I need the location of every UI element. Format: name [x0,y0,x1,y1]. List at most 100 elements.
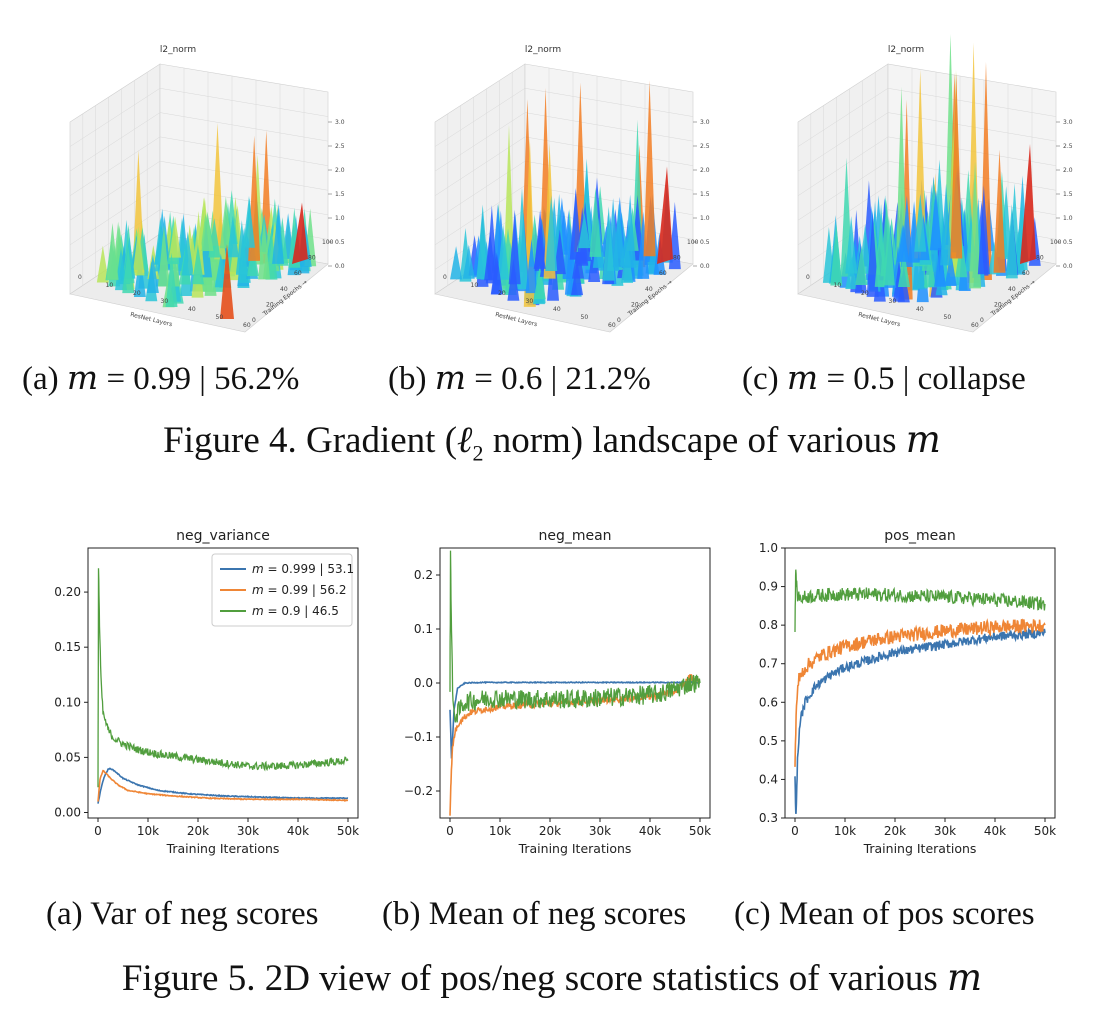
z-tick-label: 2.0 [700,167,710,174]
z-tick-label: 2.5 [1063,143,1073,150]
x-tick-label: 20k [187,824,209,838]
y-tick-label: 40 [280,286,288,293]
y-tick-label: 0.7 [759,657,778,671]
y-tick-label: 0.4 [759,772,778,786]
y-tick-label: 0.3 [759,811,778,825]
x-tick-label: 0 [791,824,799,838]
z-tick-label: 2.5 [700,143,710,150]
z-tick-label: 1.5 [1063,191,1073,198]
x-tick-label: 60 [971,322,979,329]
surface-mesh [822,34,1041,303]
series-line [449,550,701,723]
legend-entry: m = 0.999 | 53.1 [252,562,354,576]
y-tick-label: 0.00 [54,805,81,819]
y-tick-label: 0.9 [759,580,778,594]
series-line [97,769,349,802]
surface-plot-3: l2_norm 0.0 0.5 1.0 1.5 2.0 2.5 3.0 0 10 20 30 40 50 6… [797,34,1073,333]
z-tick-label: 1.0 [700,215,710,222]
x-tick-label: 30 [889,298,897,305]
x-tick-label: 0 [806,274,810,281]
z-tick-label: 0.5 [700,239,710,246]
z-tick-label: 2.0 [335,167,345,174]
y-tick-label: 80 [1036,255,1044,262]
y-tick-label: 60 [659,270,667,277]
surface-title: l2_norm [160,45,196,55]
legend-entry: m = 0.9 | 46.5 [252,604,339,618]
x-tick-label: 50 [216,314,224,321]
axes-frame [784,547,1056,819]
x-tick-label: 40 [553,306,561,313]
y-tick-label: 100 [687,239,699,246]
y-tick-label: 0.5 [759,734,778,748]
z-tick-label: 1.5 [335,191,345,198]
x-tick-label: 20k [539,824,561,838]
surface-mesh [450,80,681,307]
x-tick-label: 40k [287,824,309,838]
x-tick-label: 0 [78,274,82,281]
surface-title: l2_norm [888,45,924,55]
chart-title: neg_variance [176,528,270,544]
z-tick-label: 2.5 [335,143,345,150]
y-tick-label: 0.1 [414,622,433,636]
z-tick-label: 0.0 [1063,263,1073,270]
x-tick-label: 20 [498,290,506,297]
x-tick-label: 10k [137,824,159,838]
fig4-subcaption-b: (b) m = 0.6 | 21.2% [388,358,651,397]
x-tick-label: 50k [337,824,359,838]
x-tick-label: 20 [861,290,869,297]
z-tick-label: 0.0 [335,263,345,270]
z-tick-label: 1.0 [1063,215,1073,222]
x-tick-label: 40k [639,824,661,838]
x-tick-label: 10 [834,282,842,289]
chart-title: neg_mean [538,528,611,544]
y-tick-label: 0 [252,317,256,324]
y-tick-label: −0.1 [404,730,433,744]
series-line [794,627,1046,814]
z-tick-label: 0.5 [1063,239,1073,246]
y-tick-label: 0.10 [54,695,81,709]
y-tick-label: 100 [322,239,334,246]
y-tick-label: 0 [980,317,984,324]
x-tick-label: 60 [608,322,616,329]
x-tick-label: 0 [94,824,102,838]
x-tick-label: 30k [589,824,611,838]
x-tick-label: 0 [443,274,447,281]
x-tick-label: 30 [526,298,534,305]
fig5-subcaption-b: (b) Mean of neg scores [382,896,687,932]
surface-plot-2: l2_norm 0.0 0.5 1.0 1.5 2.0 2.5 3.0 0 10 20 30 40 50 6… [434,45,710,333]
x-tick-label: 30 [161,298,169,305]
x-tick-label: 20 [133,290,141,297]
fig5-subcaption-c: (c) Mean of pos scores [734,896,1035,932]
y-tick-label: 1.0 [759,541,778,555]
x-axis-label: Training Iterations [166,841,280,856]
x-tick-label: 50 [581,314,589,321]
chart-pos_mean: pos_mean 0 10k 20k 30k 40k 50k 0.3 0.4 0.5 0.6 0.7 0… [759,528,1056,856]
y-tick-label: 20 [266,301,274,308]
x-tick-label: 10k [834,824,856,838]
surface-plot-1: l2_norm 0.0 0.5 1.0 1.5 2.0 2.5 3.0 0 10 20 30 40 50 6… [69,45,345,333]
chart-title: pos_mean [884,528,955,544]
x-tick-label: 10 [471,282,479,289]
y-tick-label: 0.20 [54,585,81,599]
y-tick-label: 40 [1008,286,1016,293]
y-tick-label: −0.2 [404,784,433,798]
z-tick-label: 3.0 [700,119,710,126]
x-axis-label: Training Iterations [863,841,977,856]
z-tick-label: 3.0 [335,119,345,126]
z-tick-label: 0.0 [700,263,710,270]
series-line [97,568,349,788]
x-tick-label: 0 [446,824,454,838]
x-tick-label: 40 [916,306,924,313]
y-tick-label: 80 [673,255,681,262]
y-tick-label: 40 [645,286,653,293]
x-tick-label: 30k [934,824,956,838]
x-tick-label: 10 [106,282,114,289]
y-tick-label: 0.2 [414,568,433,582]
x-tick-label: 50k [1034,824,1056,838]
y-tick-label: 0.0 [414,676,433,690]
x-tick-label: 10k [489,824,511,838]
series-line [794,618,1046,767]
x-tick-label: 50k [689,824,711,838]
y-tick-label: 0.8 [759,618,778,632]
y-tick-label: 0.05 [54,750,81,764]
